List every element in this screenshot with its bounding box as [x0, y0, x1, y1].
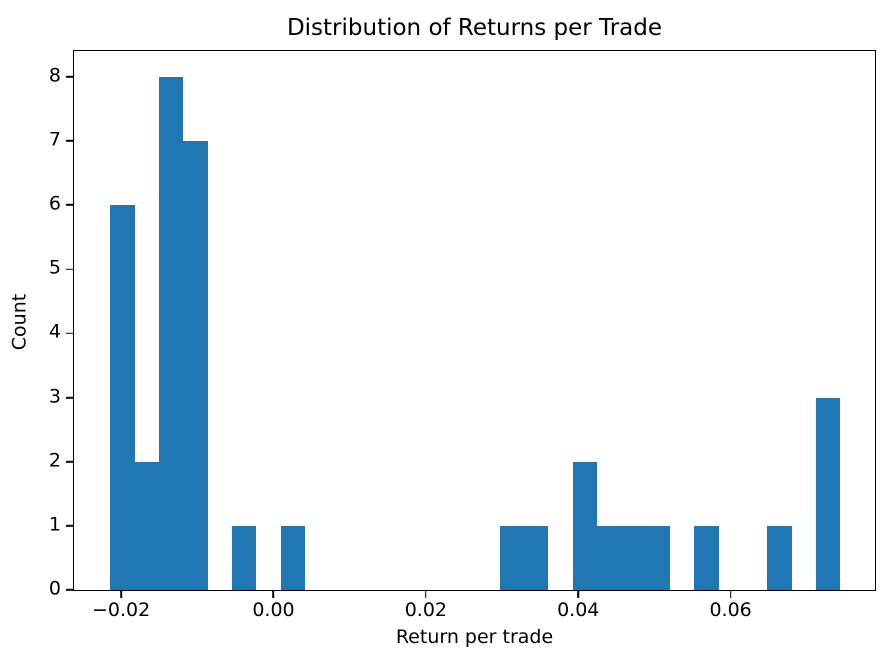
histogram-bar: [159, 76, 184, 590]
y-tick-mark: [66, 268, 74, 270]
x-tick-mark: [272, 590, 275, 598]
histogram-bar: [232, 525, 257, 590]
x-tick-label: 0.02: [404, 599, 447, 621]
y-tick-label: 1: [48, 513, 61, 536]
y-tick-mark: [66, 332, 74, 335]
histogram-bar: [694, 525, 719, 590]
y-tick-label: 0: [48, 577, 61, 600]
x-tick-mark: [577, 590, 580, 598]
x-tick-label: 0.04: [557, 599, 600, 621]
chart-title: Distribution of Returns per Trade: [286, 15, 663, 41]
x-tick-mark: [729, 590, 732, 598]
y-tick-mark: [66, 589, 74, 591]
x-tick-mark: [120, 590, 122, 598]
histogram-bar: [110, 205, 135, 590]
histogram-bar: [816, 397, 841, 590]
histogram-bar: [183, 140, 208, 590]
y-tick-mark: [66, 140, 74, 142]
y-tick-mark: [66, 75, 74, 78]
y-tick-mark: [66, 396, 74, 399]
histogram-bar: [621, 525, 646, 590]
histogram-bar: [767, 525, 792, 590]
y-tick-label: 3: [48, 385, 61, 408]
histogram-bar: [280, 525, 306, 590]
x-tick-label: 0.00: [252, 599, 295, 621]
plot-area: −0.02 0.00 0.02 0.04 0.06 0 1 2 3 4 5 6 7 8: [49, 50, 876, 620]
y-tick-label: 5: [48, 256, 61, 279]
y-tick-label: 2: [48, 449, 61, 472]
histogram-bar: [134, 461, 160, 590]
y-tick-label: 7: [48, 128, 61, 151]
y-axis-label: Count: [8, 293, 31, 351]
y-tick-label: 8: [48, 64, 61, 87]
x-axis-label: Return per trade: [395, 626, 554, 648]
histogram-bar: [499, 525, 525, 590]
histogram-bar: [597, 525, 622, 590]
histogram-bar: [572, 461, 598, 590]
y-tick-label: 4: [48, 321, 61, 344]
y-tick-mark: [66, 525, 74, 527]
x-tick-label: 0.06: [709, 599, 752, 621]
bars-layer: [74, 51, 875, 590]
y-tick-mark: [66, 204, 74, 206]
y-tick-mark: [66, 460, 74, 463]
histogram-bar: [645, 525, 671, 590]
y-tick-label: 6: [48, 192, 61, 215]
x-tick-label: −0.02: [91, 599, 151, 621]
histogram-bar: [524, 525, 549, 590]
x-tick-mark: [425, 590, 427, 598]
